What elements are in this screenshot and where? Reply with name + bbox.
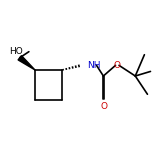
Text: HO: HO bbox=[9, 47, 23, 56]
Text: NH: NH bbox=[87, 61, 100, 70]
Text: O: O bbox=[114, 61, 121, 70]
Polygon shape bbox=[18, 56, 35, 70]
Text: O: O bbox=[100, 102, 107, 111]
